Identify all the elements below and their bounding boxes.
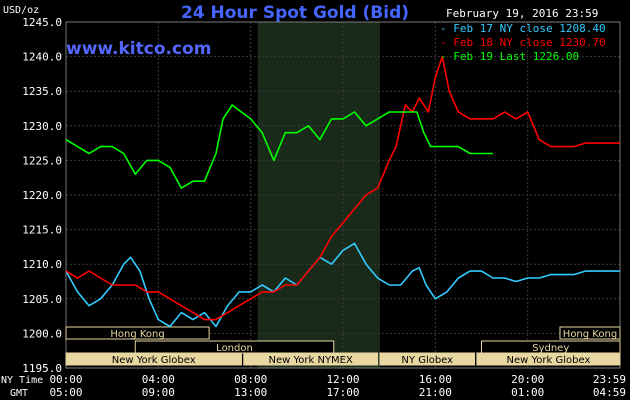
x-tick-gmt-label: 17:00 — [326, 386, 359, 399]
session-label: New York Globex — [112, 355, 196, 366]
legend-entry-feb18: - Feb 18 NY close 1230.70 — [440, 36, 606, 49]
x-tick-ny-label: 16:00 — [419, 373, 452, 386]
session-label: Hong Kong — [110, 329, 164, 340]
y-tick-label: 1200.0 — [22, 327, 62, 340]
legend: - Feb 17 NY close 1208.40- Feb 18 NY clo… — [440, 22, 606, 63]
chart-date: February 19, 2016 23:59 — [446, 7, 598, 20]
y-tick-label: 1210.0 — [22, 258, 62, 271]
y-tick-label: 1235.0 — [22, 85, 62, 98]
y-tick-label: 1215.0 — [22, 224, 62, 237]
x-tick-ny-label: 00:00 — [49, 373, 82, 386]
x-tick-ny-label: 08:00 — [234, 373, 267, 386]
x-tick-gmt-label: 09:00 — [142, 386, 175, 399]
legend-entry-feb19: - Feb 19 Last 1226.00 — [440, 50, 579, 63]
y-tick-label: 1225.0 — [22, 154, 62, 167]
x-tick-gmt-label: 04:59 — [593, 386, 626, 399]
chart-title: 24 Hour Spot Gold (Bid) — [181, 3, 409, 23]
session-bar — [379, 352, 476, 366]
y-tick-label: 1230.0 — [22, 120, 62, 133]
gmt-label: GMT — [10, 388, 28, 399]
y-tick-label: 1245.0 — [22, 16, 62, 29]
series-line-feb17 — [65, 242, 620, 328]
x-tick-ny-label: 20:00 — [511, 373, 544, 386]
x-tick-ny-label: 23:59 — [593, 373, 626, 386]
session-bar — [243, 352, 379, 366]
x-tick-ny-label: 04:00 — [142, 373, 175, 386]
session-label: New York NYMEX — [269, 355, 354, 366]
session-bar — [65, 352, 242, 366]
y-axis-ticks: 1245.0 1240.0 1235.0 1230.0 1225.0 1220.0 1215… — [22, 16, 62, 375]
session-label: London — [216, 343, 253, 354]
legend-entry-feb17: - Feb 17 NY close 1208.40 — [440, 22, 606, 35]
session-label: Sydney — [532, 343, 569, 354]
session-label: Hong Kong — [563, 329, 617, 340]
plot-frame — [65, 21, 621, 369]
y-tick-label: 1240.0 — [22, 51, 62, 64]
y-tick-label: 1195.0 — [22, 362, 62, 375]
x-tick-ny-label: 12:00 — [326, 373, 359, 386]
x-tick-gmt-label: 01:00 — [511, 386, 544, 399]
session-bar — [65, 326, 210, 340]
y-tick-label: 1220.0 — [22, 189, 62, 202]
series-line-feb19 — [65, 104, 493, 189]
session-bar — [476, 352, 621, 366]
session-label: New York Globex — [507, 355, 591, 366]
y-axis-unit-label: USD/oz — [3, 5, 39, 16]
series-line-feb18 — [65, 55, 620, 321]
price-lines — [65, 55, 620, 328]
ny-time-label: NY Time — [1, 375, 43, 386]
session-label: NY Globex — [401, 355, 453, 366]
x-tick-gmt-label: 13:00 — [234, 386, 267, 399]
x-tick-gmt-label: 21:00 — [419, 386, 452, 399]
x-tick-gmt-label: 05:00 — [49, 386, 82, 399]
y-tick-label: 1205.0 — [22, 293, 62, 306]
site-watermark: www.kitco.com — [66, 39, 211, 59]
session-bar — [559, 326, 621, 340]
